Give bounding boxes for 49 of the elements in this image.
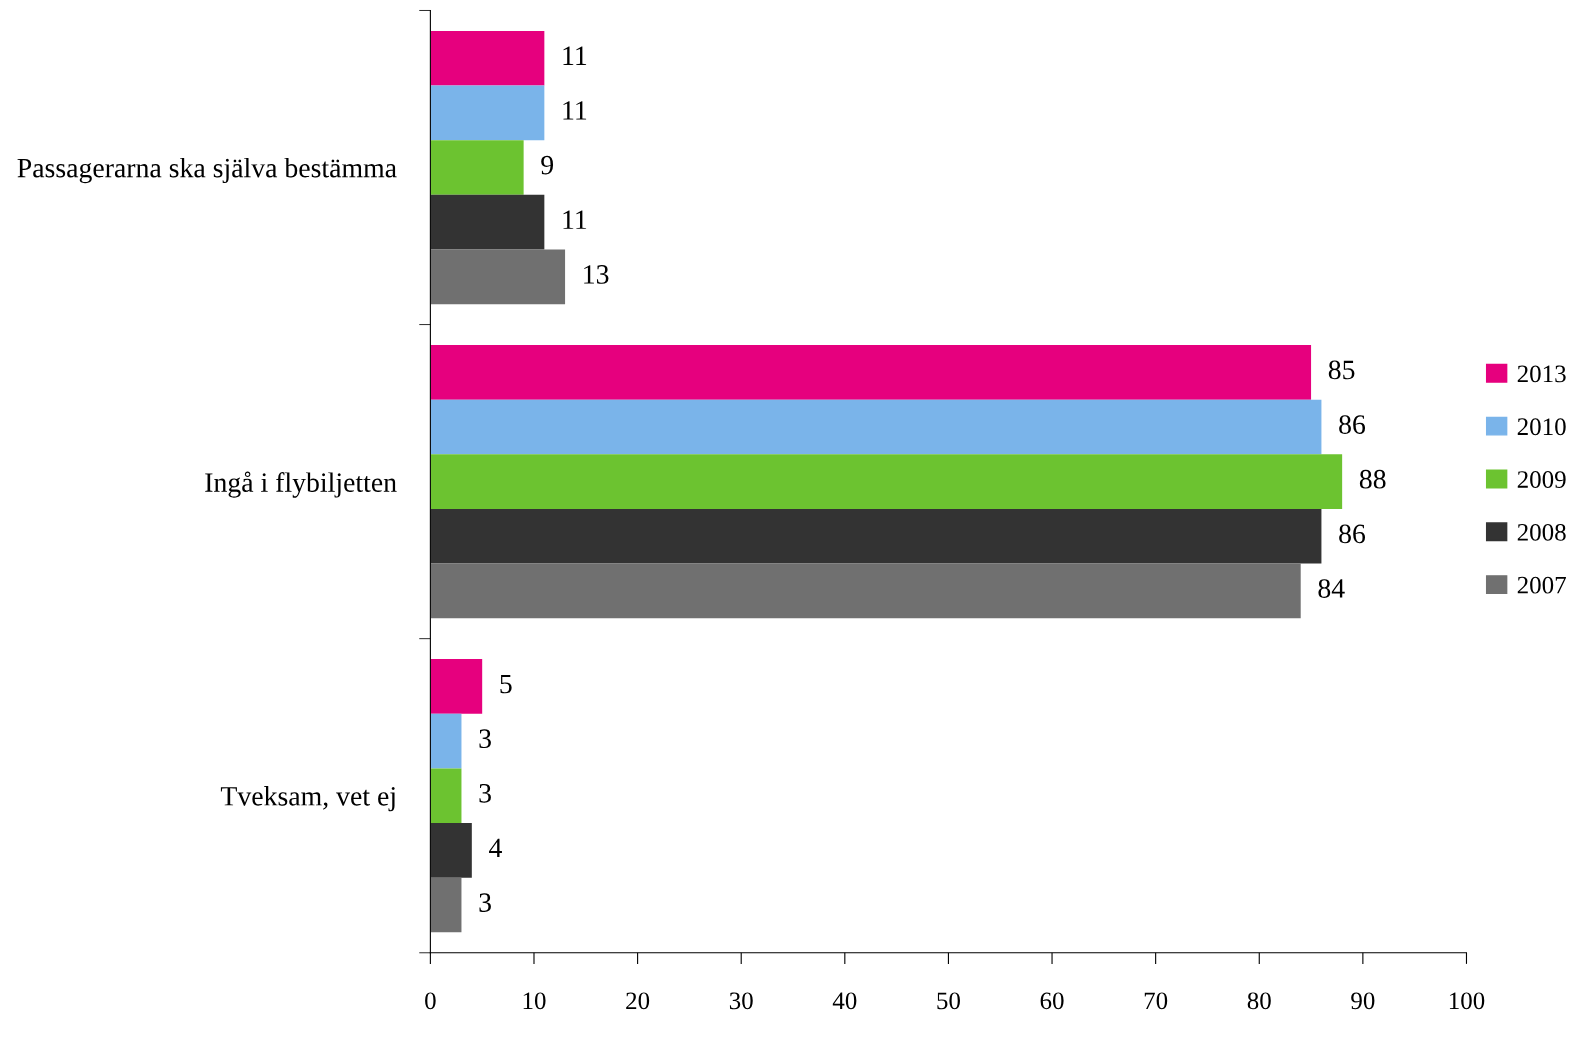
bar xyxy=(430,659,483,714)
x-tick-label: 40 xyxy=(832,992,857,1010)
bar xyxy=(430,249,566,305)
data-label: 86 xyxy=(1339,524,1366,544)
bar xyxy=(430,823,472,878)
data-label: 85 xyxy=(1328,360,1355,380)
bar xyxy=(430,508,1322,564)
data-label: 86 xyxy=(1339,415,1366,434)
bar xyxy=(430,85,545,141)
legend-label: 2008 xyxy=(1517,523,1566,541)
y-tick-label: Ingå i flybiljetten xyxy=(205,471,397,498)
x-tick-label: 90 xyxy=(1351,992,1375,1010)
data-label: 3 xyxy=(479,729,491,749)
data-label: 3 xyxy=(479,784,491,803)
bar xyxy=(430,768,462,824)
data-label: 84 xyxy=(1318,579,1345,598)
bar xyxy=(430,140,524,195)
data-label: 11 xyxy=(563,210,587,229)
bar xyxy=(430,30,545,86)
data-label: 11 xyxy=(563,101,587,120)
bar xyxy=(430,344,1312,400)
bar xyxy=(430,713,462,769)
y-tick-label: Passagerarna ska själva bestämma xyxy=(17,157,397,184)
data-label: 13 xyxy=(584,265,609,284)
legend-label: 2009 xyxy=(1517,471,1566,488)
bar xyxy=(430,454,1343,509)
data-label: 11 xyxy=(563,46,587,65)
x-tick-label: 80 xyxy=(1247,992,1271,1010)
x-tick-label: 100 xyxy=(1449,992,1485,1010)
x-tick-label: 20 xyxy=(626,992,650,1010)
bar xyxy=(430,399,1322,455)
x-tick-label: 10 xyxy=(523,992,546,1010)
legend-label: 2010 xyxy=(1517,418,1566,436)
data-label: 4 xyxy=(489,838,502,858)
x-tick-label: 70 xyxy=(1144,992,1168,1010)
x-tick-label: 30 xyxy=(729,992,753,1010)
y-tick-label: Tveksam, vet ej xyxy=(220,786,395,812)
data-label: 88 xyxy=(1359,469,1386,489)
data-label: 5 xyxy=(500,674,512,694)
x-tick-label: 0 xyxy=(425,992,436,1010)
data-label: 3 xyxy=(479,893,491,912)
x-tick-label: 60 xyxy=(1040,992,1064,1010)
bar xyxy=(430,877,462,933)
x-tick-label: 50 xyxy=(937,992,960,1010)
data-label: 9 xyxy=(541,155,554,175)
bar xyxy=(430,194,545,250)
legend-label: 2013 xyxy=(1517,365,1566,383)
legend-label: 2007 xyxy=(1517,576,1566,594)
bar xyxy=(430,563,1301,619)
